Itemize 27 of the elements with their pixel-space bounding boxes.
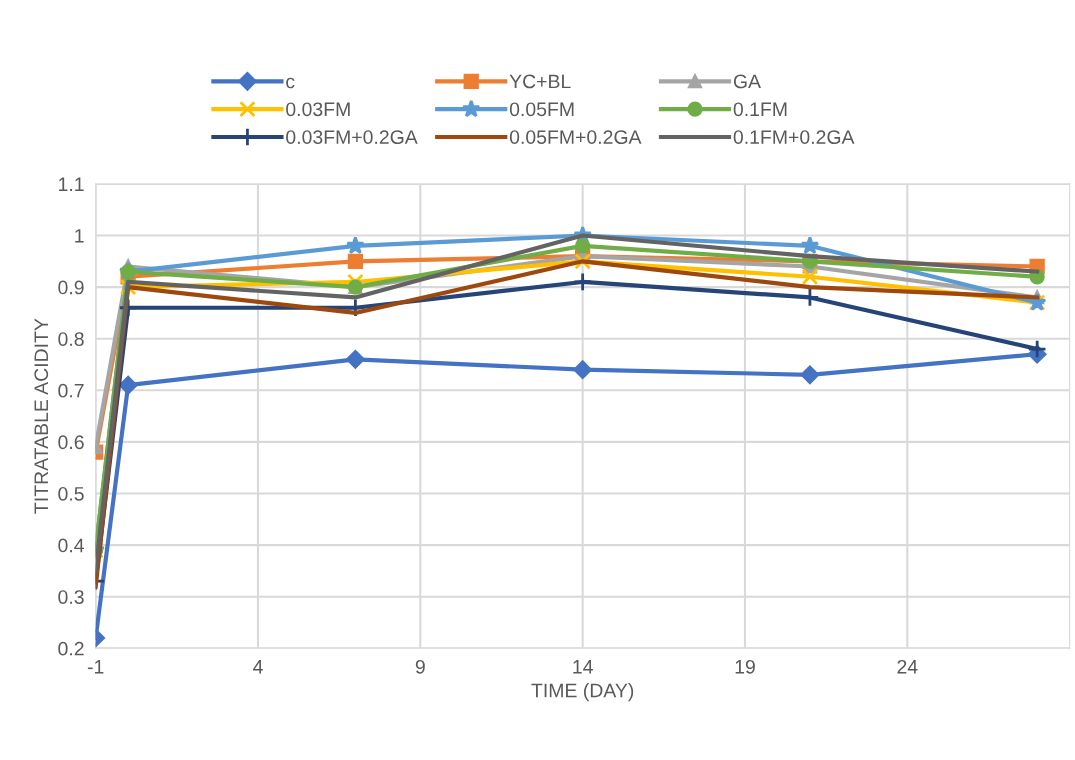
legend-label: 0.03FM+0.2GA bbox=[286, 130, 418, 144]
x-tick-label: 19 bbox=[735, 659, 755, 674]
y-tick-label: 0.2 bbox=[58, 641, 84, 656]
y-axis-title: TITRATABLE ACIDITY bbox=[34, 318, 49, 514]
x-axis-title: TIME (DAY) bbox=[531, 683, 634, 702]
x-tick-label: 24 bbox=[897, 659, 918, 674]
y-tick-label: 0.9 bbox=[58, 280, 84, 295]
legend-label: 0.1FM+0.2GA bbox=[733, 130, 855, 144]
y-tick-label: 0.7 bbox=[58, 383, 84, 398]
x-tick-label: 9 bbox=[415, 659, 425, 674]
legend-label: 0.03FM bbox=[286, 102, 350, 117]
legend-label: 0.1FM bbox=[733, 102, 787, 117]
x-tick-label: 4 bbox=[253, 660, 263, 674]
y-tick-label: 1.1 bbox=[59, 177, 84, 191]
y-tick-label: 0.3 bbox=[58, 590, 84, 604]
x-tick-label: -1 bbox=[87, 660, 104, 674]
legend-label: 0.05FM+0.2GA bbox=[509, 130, 642, 144]
y-tick-label: 0.5 bbox=[58, 486, 84, 501]
legend-label: YC+BL bbox=[509, 74, 571, 89]
legend-label: c bbox=[286, 77, 295, 89]
legend-label: 0.05FM bbox=[509, 102, 574, 117]
y-tick-label: 0.8 bbox=[58, 332, 84, 346]
y-tick-label: 0.4 bbox=[58, 538, 84, 553]
y-tick-label: 0.6 bbox=[58, 435, 84, 450]
y-tick-label: 1 bbox=[75, 229, 84, 243]
legend-label: GA bbox=[733, 74, 761, 89]
x-tick-label: 14 bbox=[573, 660, 593, 674]
